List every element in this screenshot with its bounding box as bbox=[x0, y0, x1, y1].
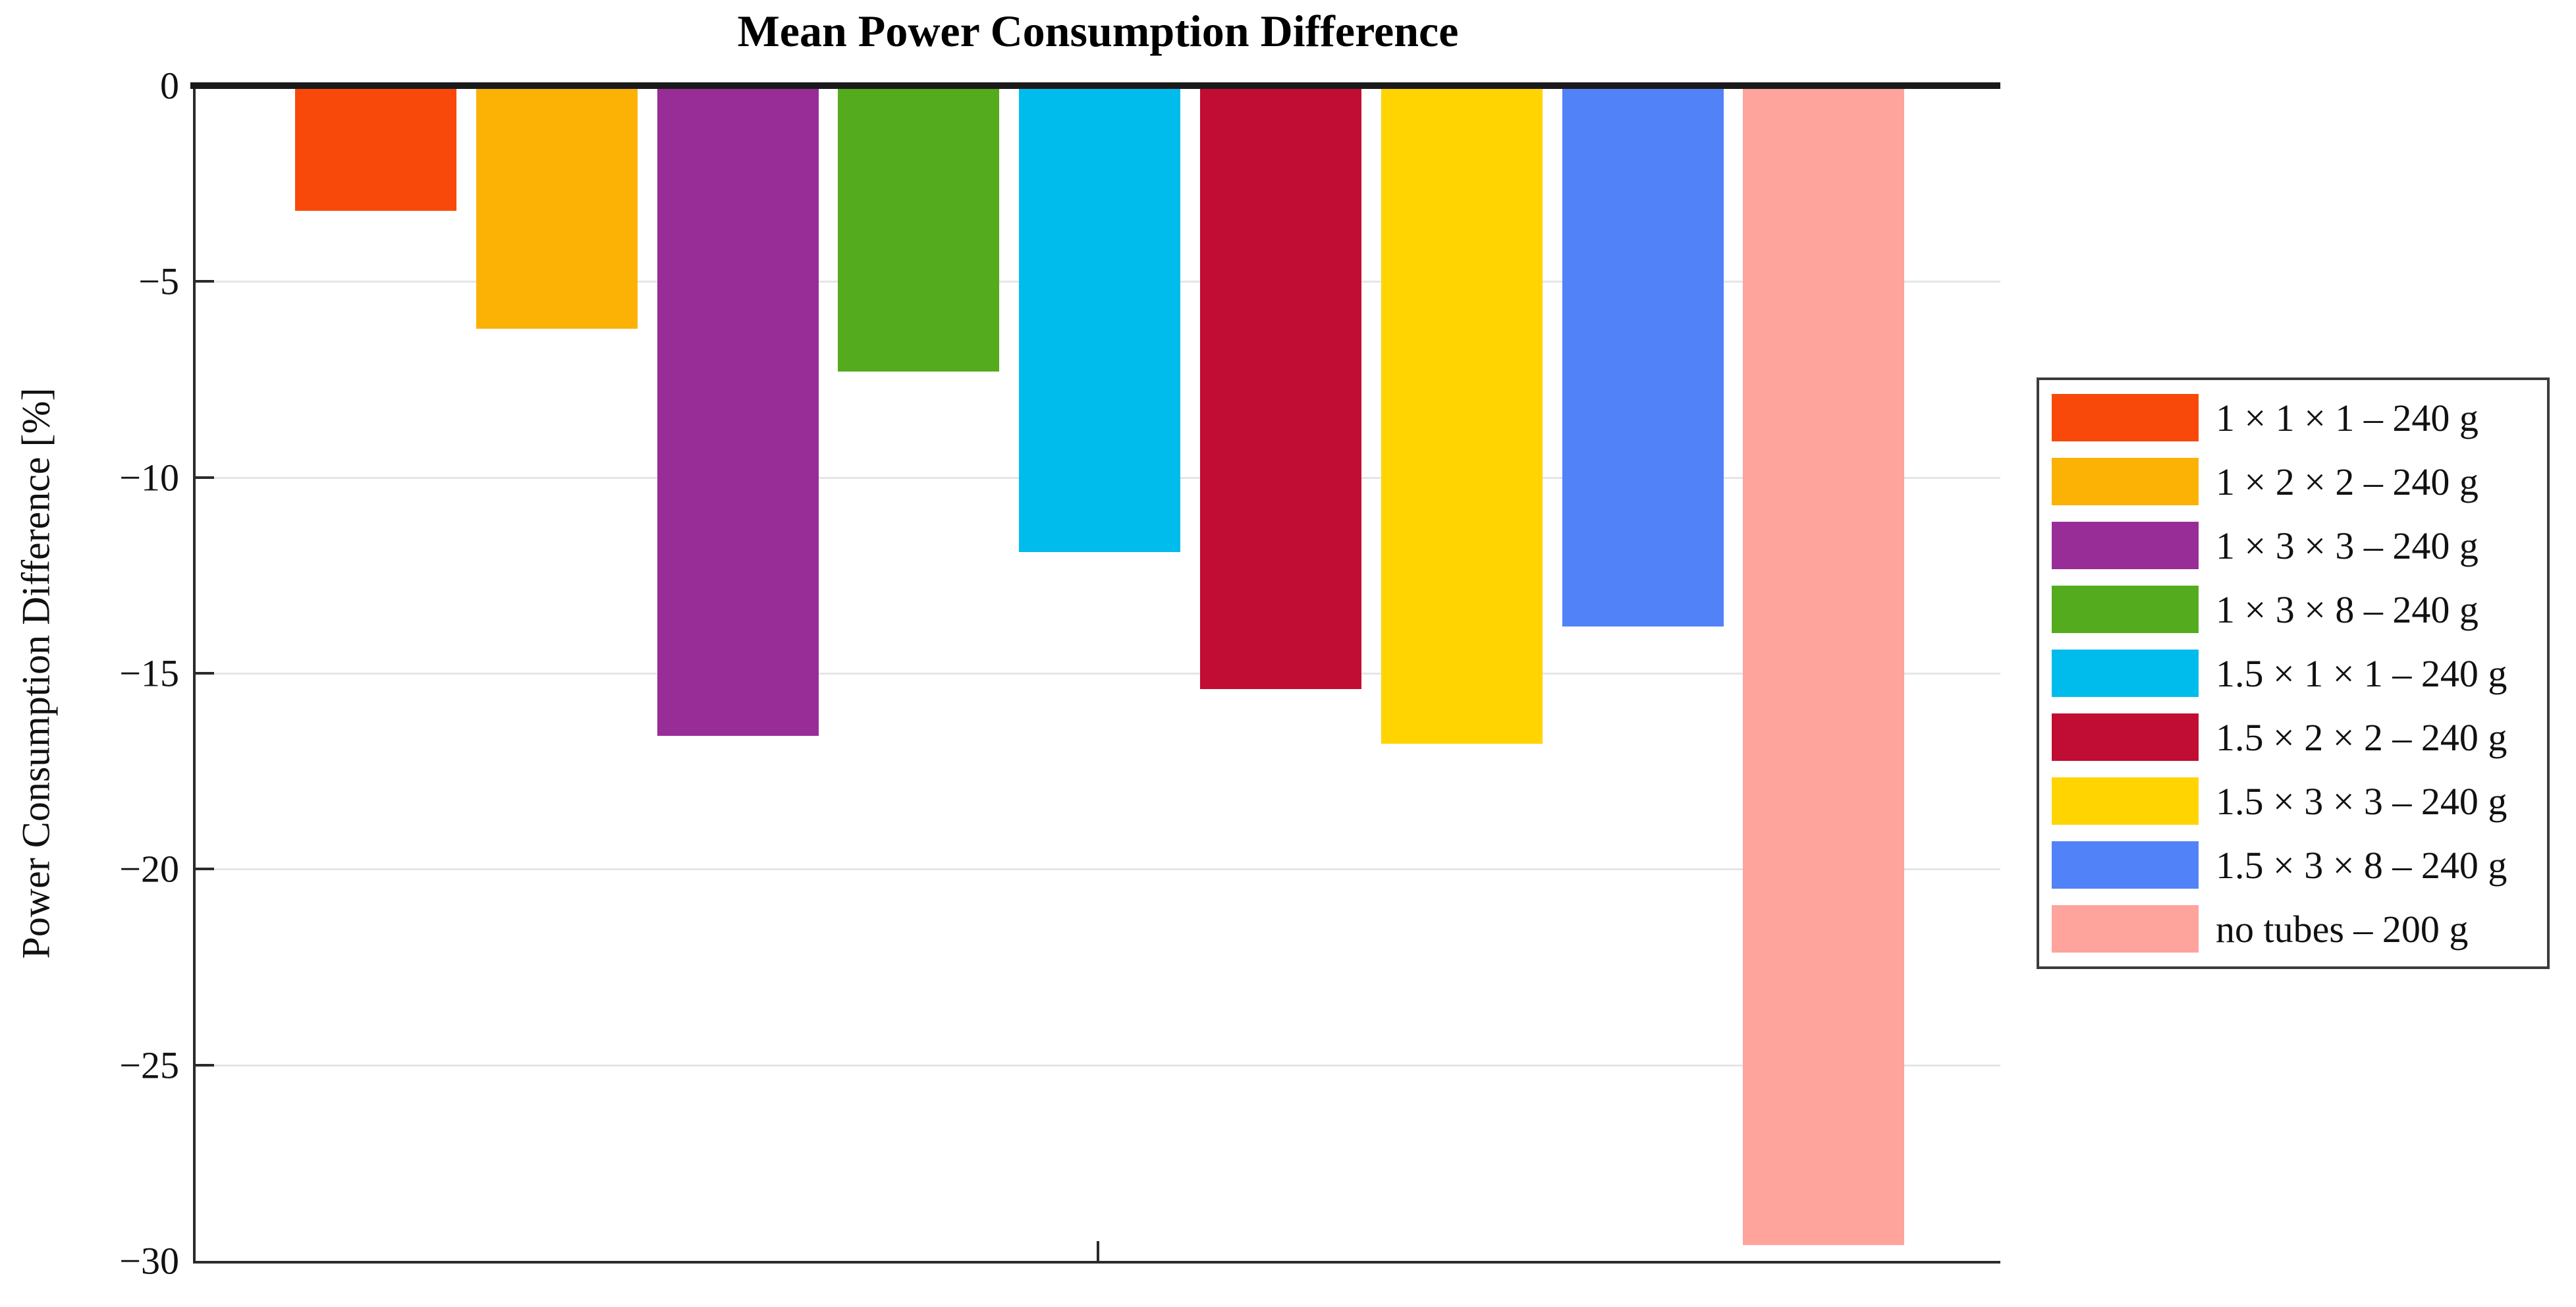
bar-3 bbox=[657, 86, 819, 737]
legend-swatch bbox=[2052, 394, 2199, 441]
chart-title: Mean Power Consumption Difference bbox=[737, 6, 1459, 56]
legend-item: 1.5 × 2 × 2 – 240 g bbox=[2052, 713, 2547, 761]
legend-item: 1.5 × 1 × 1 – 240 g bbox=[2052, 650, 2547, 697]
legend-item: 1.5 × 3 × 8 – 240 g bbox=[2052, 841, 2547, 889]
legend-label: 1.5 × 3 × 8 – 240 g bbox=[2216, 843, 2507, 887]
legend-label: 1 × 1 × 1 – 240 g bbox=[2216, 396, 2479, 439]
legend-label: 1 × 3 × 3 – 240 g bbox=[2216, 524, 2479, 567]
x-tick-mark bbox=[1097, 1241, 1099, 1261]
bar-2 bbox=[476, 86, 638, 329]
legend-swatch bbox=[2052, 713, 2199, 761]
y-tick-mark bbox=[196, 280, 214, 283]
plot-area bbox=[190, 82, 2000, 1264]
x-axis-line bbox=[193, 1261, 2000, 1264]
legend-item: 1 × 1 × 1 – 240 g bbox=[2052, 394, 2547, 441]
y-tick-label: −10 bbox=[119, 456, 179, 499]
y-tick-label: −20 bbox=[119, 847, 179, 891]
zero-baseline bbox=[190, 82, 2000, 89]
legend-swatch bbox=[2052, 905, 2199, 953]
y-tick-label: −15 bbox=[119, 652, 179, 695]
y-tick-label: −30 bbox=[119, 1239, 179, 1283]
bar-1 bbox=[295, 86, 456, 211]
y-tick-mark bbox=[196, 868, 214, 871]
bar-7 bbox=[1381, 86, 1543, 744]
gridline bbox=[196, 1064, 2000, 1067]
y-tick-label: −25 bbox=[119, 1043, 179, 1087]
legend-swatch bbox=[2052, 522, 2199, 569]
y-axis-tick-labels: 0 −5 −10 −15 −20 −25 −30 bbox=[0, 65, 179, 1283]
bar-5 bbox=[1019, 86, 1181, 552]
legend-item: 1 × 3 × 8 – 240 g bbox=[2052, 586, 2547, 633]
bar-6 bbox=[1200, 86, 1361, 689]
legend-swatch bbox=[2052, 458, 2199, 505]
legend-label: 1 × 2 × 2 – 240 g bbox=[2216, 460, 2479, 503]
legend-label: 1 × 3 × 8 – 240 g bbox=[2216, 588, 2479, 631]
legend: 1 × 1 × 1 – 240 g 1 × 2 × 2 – 240 g 1 × 3 … bbox=[2037, 377, 2550, 969]
legend-item: no tubes – 200 g bbox=[2052, 905, 2547, 953]
legend-swatch bbox=[2052, 650, 2199, 697]
bar-9 bbox=[1743, 86, 1905, 1246]
y-tick-mark bbox=[196, 672, 214, 675]
gridline bbox=[196, 673, 2000, 675]
y-tick-label: 0 bbox=[160, 64, 179, 107]
legend-swatch bbox=[2052, 841, 2199, 889]
gridline bbox=[196, 868, 2000, 871]
legend-label: 1.5 × 1 × 1 – 240 g bbox=[2216, 652, 2507, 695]
y-tick-label: −5 bbox=[138, 260, 179, 303]
y-tick-mark bbox=[196, 476, 214, 479]
y-tick-mark bbox=[196, 1063, 214, 1067]
legend-item: 1 × 3 × 3 – 240 g bbox=[2052, 522, 2547, 569]
bar-4 bbox=[838, 86, 1000, 372]
bar-8 bbox=[1562, 86, 1724, 626]
y-axis-line bbox=[193, 86, 196, 1261]
legend-label: 1.5 × 3 × 3 – 240 g bbox=[2216, 779, 2507, 823]
legend-label: 1.5 × 2 × 2 – 240 g bbox=[2216, 715, 2507, 759]
legend-item: 1 × 2 × 2 – 240 g bbox=[2052, 458, 2547, 505]
legend-swatch bbox=[2052, 586, 2199, 633]
legend-label: no tubes – 200 g bbox=[2216, 907, 2469, 951]
legend-item: 1.5 × 3 × 3 – 240 g bbox=[2052, 777, 2547, 825]
legend-swatch bbox=[2052, 777, 2199, 825]
